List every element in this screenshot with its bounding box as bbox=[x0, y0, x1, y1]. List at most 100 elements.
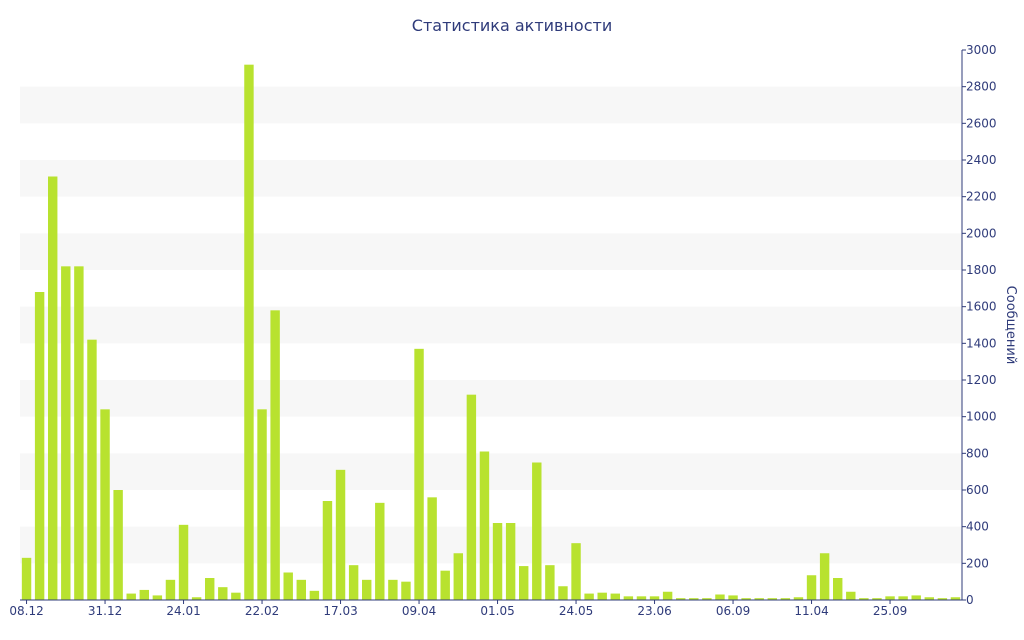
bar bbox=[218, 587, 228, 600]
bar bbox=[793, 597, 804, 600]
y-tick-label: 1200 bbox=[966, 373, 997, 387]
bar bbox=[676, 598, 686, 600]
bar bbox=[754, 598, 764, 600]
grid-band bbox=[20, 453, 962, 490]
bar bbox=[74, 266, 84, 600]
bar bbox=[780, 598, 791, 600]
y-axis-ticks: 0 200 400 600 800 1000 1200 1400 1600 1800 2000 220… bbox=[962, 43, 997, 607]
bar bbox=[532, 462, 542, 600]
bar bbox=[505, 523, 516, 600]
bar bbox=[48, 176, 58, 600]
bar bbox=[283, 572, 293, 600]
y-tick-label: 1000 bbox=[966, 410, 997, 424]
bar bbox=[702, 598, 712, 600]
y-tick-label: 1800 bbox=[966, 263, 997, 277]
x-tick-label: 24.01 bbox=[166, 604, 200, 618]
bar bbox=[519, 566, 529, 600]
bar bbox=[950, 597, 961, 600]
grid-band bbox=[20, 526, 962, 564]
x-tick-label: 31.12 bbox=[88, 604, 122, 618]
y-tick-label: 2600 bbox=[966, 116, 997, 130]
chart-title: Статистика активности bbox=[412, 16, 612, 35]
bar bbox=[270, 310, 280, 600]
bar bbox=[819, 553, 830, 600]
bar bbox=[610, 593, 620, 600]
bar bbox=[440, 570, 450, 600]
bar bbox=[689, 598, 699, 600]
bar bbox=[649, 596, 660, 600]
grid-band bbox=[20, 306, 962, 344]
bar bbox=[662, 591, 673, 600]
bar bbox=[859, 598, 869, 600]
x-tick-label: 01.05 bbox=[480, 604, 514, 618]
bar bbox=[545, 565, 555, 600]
bar bbox=[152, 595, 163, 600]
bar bbox=[257, 409, 267, 600]
bar bbox=[453, 553, 463, 600]
bar bbox=[479, 451, 490, 600]
bar bbox=[584, 593, 594, 600]
y-tick-label: 1400 bbox=[966, 336, 997, 350]
bar bbox=[126, 593, 136, 600]
bar bbox=[728, 595, 738, 600]
bar bbox=[165, 579, 176, 600]
bar bbox=[924, 597, 934, 600]
bar bbox=[362, 579, 372, 600]
bar bbox=[61, 266, 71, 600]
x-tick-label: 17.03 bbox=[323, 604, 357, 618]
bar bbox=[348, 565, 359, 600]
bar bbox=[335, 469, 346, 600]
bar bbox=[100, 409, 110, 600]
y-tick-label: 2000 bbox=[966, 226, 997, 240]
bar bbox=[322, 501, 333, 600]
bar bbox=[309, 590, 320, 600]
bar bbox=[296, 579, 306, 600]
y-tick-label: 2200 bbox=[966, 190, 997, 204]
bar bbox=[244, 64, 254, 601]
grid-band bbox=[20, 160, 962, 197]
y-tick-label: 800 bbox=[966, 446, 989, 460]
x-tick-label: 24.05 bbox=[559, 604, 593, 618]
x-tick-label: 06.09 bbox=[716, 604, 750, 618]
bar bbox=[898, 596, 908, 600]
grid-band bbox=[20, 86, 962, 124]
bar bbox=[113, 490, 123, 600]
y-tick-label: 400 bbox=[966, 520, 989, 534]
y-tick-label: 2800 bbox=[966, 80, 997, 94]
y-tick-label: 1600 bbox=[966, 300, 997, 314]
bar bbox=[558, 586, 568, 600]
bar bbox=[414, 348, 424, 600]
x-tick-label: 11.04 bbox=[794, 604, 828, 618]
bar bbox=[139, 589, 149, 600]
grid-band bbox=[20, 233, 962, 270]
y-tick-label: 2400 bbox=[966, 153, 997, 167]
bar bbox=[427, 497, 437, 600]
bar bbox=[911, 595, 921, 600]
grid-bands bbox=[20, 86, 962, 564]
bar bbox=[231, 592, 241, 600]
bar bbox=[833, 578, 843, 600]
bar bbox=[806, 575, 817, 600]
x-tick-label: 08.12 bbox=[9, 604, 43, 618]
y-tick-label: 200 bbox=[966, 556, 989, 570]
y-tick-label: 3000 bbox=[966, 43, 997, 57]
bar bbox=[375, 502, 385, 600]
bar bbox=[191, 597, 202, 600]
bar bbox=[623, 596, 634, 600]
bar bbox=[597, 592, 607, 600]
y-tick-label: 600 bbox=[966, 483, 989, 497]
bar bbox=[401, 581, 411, 600]
bar bbox=[571, 543, 581, 600]
bar bbox=[388, 579, 398, 600]
bar bbox=[205, 578, 215, 600]
grid-band bbox=[20, 380, 962, 417]
bar bbox=[492, 523, 503, 600]
x-tick-label: 09.04 bbox=[402, 604, 436, 618]
x-tick-label: 23.06 bbox=[637, 604, 671, 618]
bar bbox=[846, 591, 856, 600]
bars bbox=[21, 64, 961, 601]
bar bbox=[21, 557, 32, 600]
y-tick-label: 0 bbox=[966, 593, 974, 607]
x-tick-label: 25.09 bbox=[873, 604, 907, 618]
bar bbox=[34, 292, 45, 600]
